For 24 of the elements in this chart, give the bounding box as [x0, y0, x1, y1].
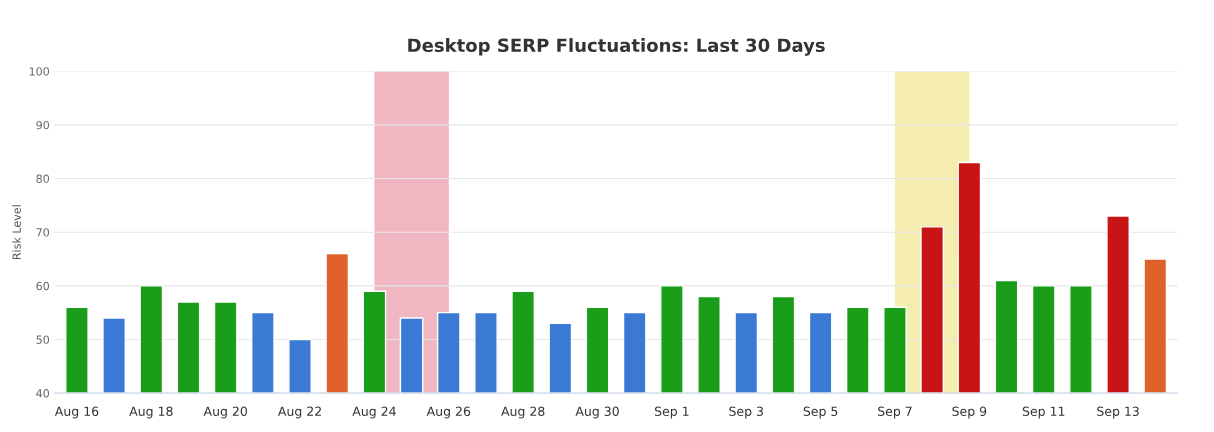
y-tick-label: 60 [36, 281, 50, 291]
x-tick-label: Sep 9 [952, 406, 987, 419]
chart-title: Desktop SERP Fluctuations: Last 30 Days [408, 38, 825, 56]
y-tick-label: 90 [36, 120, 50, 130]
x-tick-label: Aug 16 [54, 406, 99, 419]
x-tick-label: Sep 7 [878, 406, 912, 419]
y-axis-title: Risk Level [12, 205, 21, 260]
y-tick-label: 70 [36, 228, 50, 237]
x-tick-label: Aug 22 [278, 406, 321, 419]
x-tick-label: Sep 11 [1022, 406, 1065, 419]
y-tick-label: 40 [36, 389, 50, 398]
x-tick-label: Aug 30 [575, 406, 619, 419]
y-tick-label: 50 [36, 335, 50, 344]
x-tick-label: Sep 5 [803, 406, 838, 419]
x-tick-label: Aug 20 [203, 406, 247, 419]
x-tick-label: Aug 18 [129, 406, 173, 419]
x-tick-label: Aug 26 [426, 406, 471, 419]
y-tick-label: 80 [36, 174, 50, 183]
x-tick-label: Sep 13 [1097, 406, 1139, 419]
x-tick-label: Aug 28 [501, 406, 545, 419]
y-tick-label: 100 [29, 67, 50, 76]
x-tick-label: Aug 24 [352, 406, 396, 419]
x-tick-label: Sep 3 [729, 406, 763, 419]
x-tick-label: Sep 1 [654, 406, 689, 419]
